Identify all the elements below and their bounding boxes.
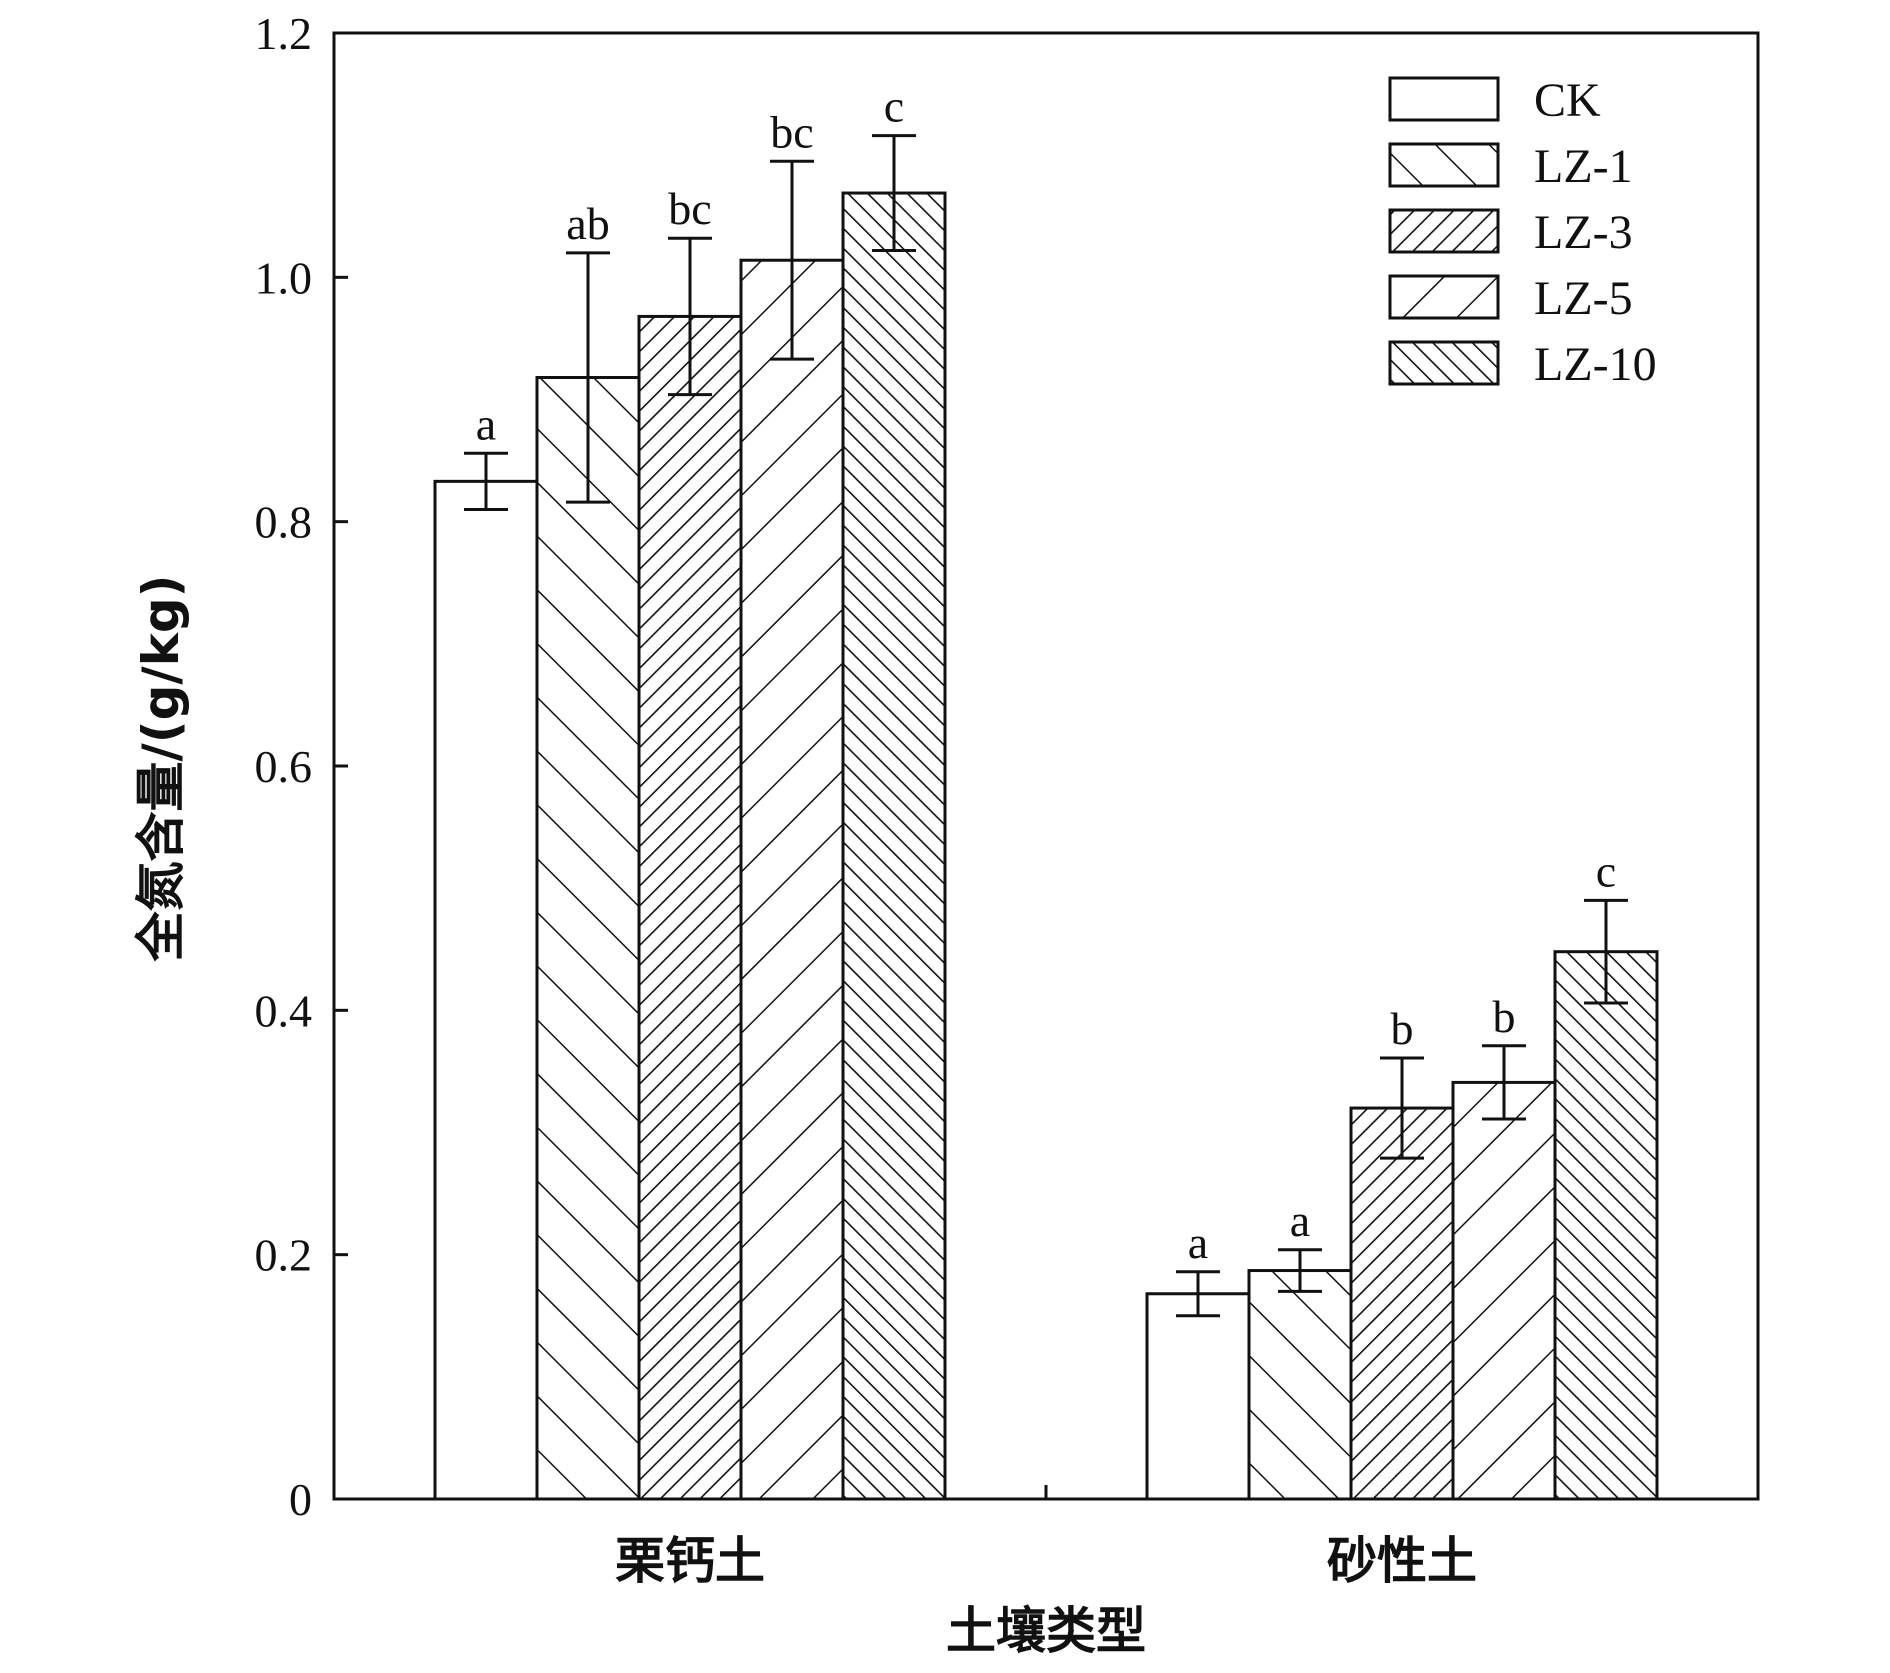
y-tick-label: 0 xyxy=(289,1474,312,1525)
error-bars-layer xyxy=(464,134,1628,1318)
y-axis: 0 0.2 0.4 0.6 0.8 1.0 1.2 xyxy=(255,8,348,1525)
y-tick-label: 1.2 xyxy=(255,8,313,59)
legend-label: CK xyxy=(1534,74,1601,127)
significance-label: bc xyxy=(668,183,711,234)
x-tick-label: 砂性土 xyxy=(1327,1532,1477,1590)
legend: CK LZ-1 LZ-3 LZ-5 LZ-10 xyxy=(1388,74,1657,391)
y-tick-label: 0.8 xyxy=(255,497,313,548)
error-bar-ck-2 xyxy=(1176,1270,1220,1318)
significance-label: a xyxy=(476,398,496,449)
x-tick-label: 栗钙土 xyxy=(615,1532,765,1590)
bar-lz-1-2 xyxy=(1247,1269,1353,1501)
legend-item-lz-3: LZ-3 xyxy=(1388,206,1633,259)
y-tick-label: 0.2 xyxy=(255,1230,313,1281)
error-bar-lz-3-2 xyxy=(1380,1056,1424,1160)
significance-label: c xyxy=(884,81,904,132)
y-tick-label: 0.4 xyxy=(255,985,313,1036)
legend-label: LZ-5 xyxy=(1534,272,1633,325)
error-bar-lz-10-2 xyxy=(1584,898,1628,1005)
y-tick-label: 1.0 xyxy=(255,252,313,303)
error-bar-lz-1-2 xyxy=(1278,1248,1322,1293)
significance-label: c xyxy=(1596,845,1616,896)
bar-lz-3-2 xyxy=(1349,1106,1455,1501)
x-axis-title: 土壤类型 xyxy=(946,1602,1146,1660)
legend-swatch xyxy=(1388,208,1500,254)
legend-swatch xyxy=(1388,340,1500,386)
error-bar-lz-10-1 xyxy=(872,134,916,252)
bar-lz-5-1 xyxy=(739,258,845,1501)
error-bar-lz-3-1 xyxy=(668,236,712,397)
legend-item-ck: CK xyxy=(1388,74,1601,127)
significance-label: a xyxy=(1290,1195,1310,1246)
error-bar-lz-5-2 xyxy=(1482,1044,1526,1121)
error-bar-ck-1 xyxy=(464,451,508,511)
x-axis: 栗钙土 砂性土 xyxy=(615,1485,1477,1590)
legend-swatch xyxy=(1388,274,1500,320)
bar-lz-10-2 xyxy=(1553,950,1659,1501)
error-bar-lz-5-1 xyxy=(770,159,814,361)
significance-label: bc xyxy=(770,106,813,157)
legend-swatch xyxy=(1388,142,1500,188)
significance-label: a xyxy=(1188,1217,1208,1268)
significance-label: ab xyxy=(566,198,609,249)
legend-item-lz-5: LZ-5 xyxy=(1388,272,1633,325)
bars-layer xyxy=(433,191,1659,1501)
bar-lz-3-1 xyxy=(637,314,743,1501)
error-bar-lz-1-1 xyxy=(566,251,610,504)
legend-label: LZ-1 xyxy=(1534,140,1633,193)
y-tick-label: 0.6 xyxy=(255,741,313,792)
bar-ck-1 xyxy=(433,479,539,1501)
legend-item-lz-1: LZ-1 xyxy=(1388,140,1633,193)
y-axis-title: 全氮含量/(g/kg) xyxy=(132,574,190,962)
legend-item-lz-10: LZ-10 xyxy=(1388,338,1657,391)
bar-lz-1-1 xyxy=(535,376,641,1501)
bar-ck-2 xyxy=(1145,1292,1251,1501)
bar-lz-10-1 xyxy=(841,191,947,1501)
significance-label: b xyxy=(1391,1003,1414,1054)
legend-label: LZ-10 xyxy=(1534,338,1657,391)
significance-label: b xyxy=(1493,991,1516,1042)
legend-label: LZ-3 xyxy=(1534,206,1633,259)
legend-swatch xyxy=(1388,76,1500,122)
bar-lz-5-2 xyxy=(1451,1080,1557,1501)
